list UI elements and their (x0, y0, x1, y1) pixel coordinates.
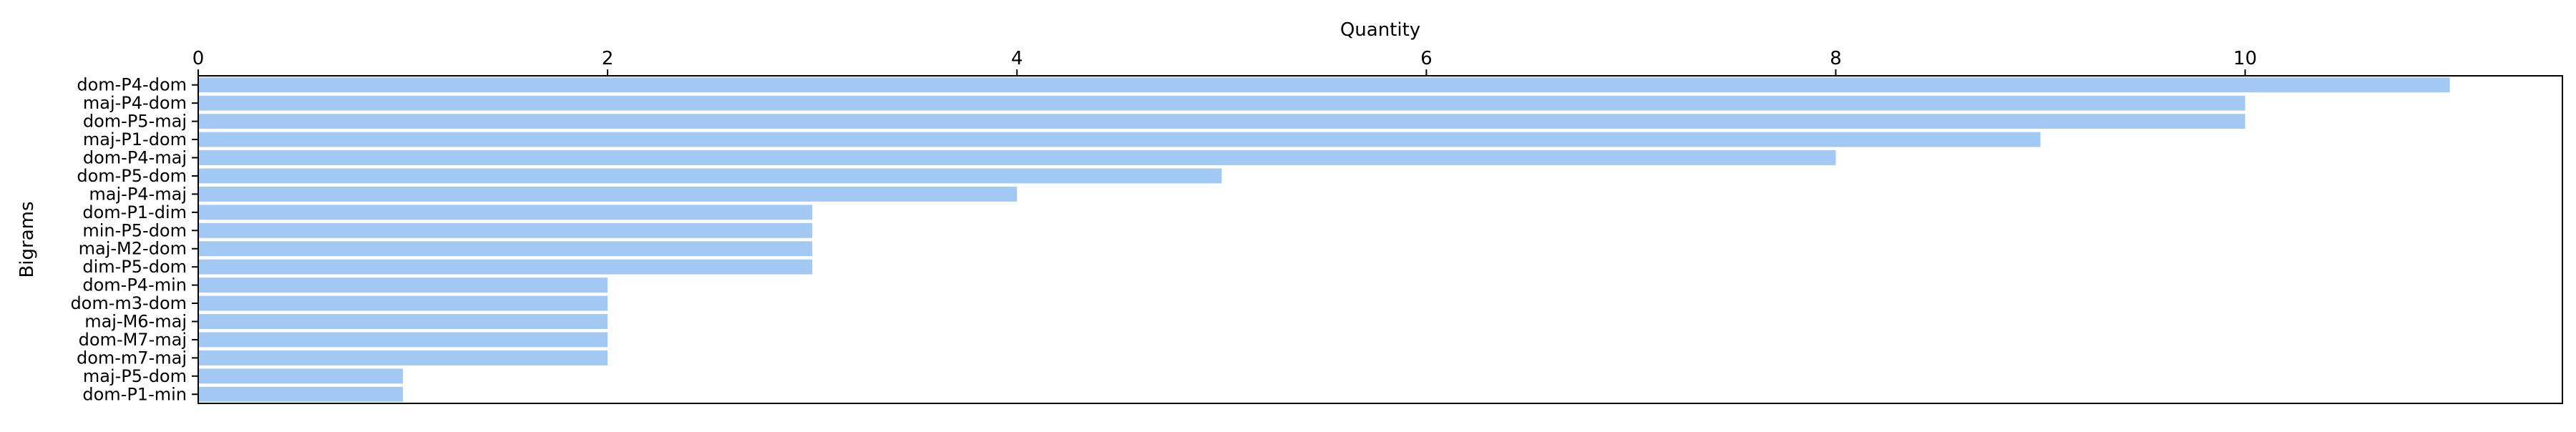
y-tick-label-dom-m7-maj: dom-m7-maj (77, 348, 187, 368)
y-tick-label-maj-M6-maj: maj-M6-maj (84, 312, 187, 332)
bar-dim-P5-dom (198, 259, 813, 275)
y-tick-label-maj-P4-dom: maj-P4-dom (83, 93, 187, 113)
bar-maj-P4-dom (198, 95, 2245, 111)
y-tick-label-dom-P1-min: dom-P1-min (82, 384, 187, 404)
y-tick-label-maj-M2-dom: maj-M2-dom (79, 239, 187, 259)
x-axis-label: Quantity (1340, 19, 1420, 41)
bar-dom-P5-maj (198, 114, 2245, 129)
bar-dom-m3-dom (198, 295, 608, 311)
bar-dom-P1-dim (198, 205, 813, 220)
y-axis-label: Bigrams (16, 201, 38, 278)
x-axis-ticks: 0 2 4 6 8 10 (192, 48, 2257, 76)
plot-frame (197, 75, 2563, 404)
y-tick-label-dom-P4-min: dom-P4-min (82, 275, 187, 295)
y-tick-label-dom-m3-dom: dom-m3-dom (70, 293, 187, 313)
bar-min-P5-dom (198, 222, 813, 238)
bar-dom-M7-maj (198, 332, 608, 348)
y-tick-label-dom-P4-maj: dom-P4-maj (83, 148, 187, 168)
y-tick-label-dom-P4-dom: dom-P4-dom (77, 75, 187, 95)
x-tick-label: 6 (1420, 48, 1433, 69)
y-tick-label-dom-M7-maj: dom-M7-maj (79, 330, 187, 350)
y-tick-label-maj-P1-dom: maj-P1-dom (83, 129, 187, 149)
bar-dom-P4-min (198, 278, 608, 293)
y-axis-ticks: dom-P4-dommaj-P4-domdom-P5-majmaj-P1-dom… (70, 75, 198, 404)
bar-dom-P4-dom (198, 77, 2450, 93)
bar-maj-P4-maj (198, 186, 1018, 202)
y-tick-label-dom-P1-dim: dom-P1-dim (82, 202, 187, 222)
bar-maj-P5-dom (198, 368, 404, 384)
bar-maj-M2-dom (198, 241, 813, 257)
bar-dom-P1-min (198, 386, 404, 402)
y-tick-label-dom-P5-dom: dom-P5-dom (77, 166, 187, 186)
y-tick-label-maj-P4-maj: maj-P4-maj (89, 184, 187, 204)
y-tick-label-dom-P5-maj: dom-P5-maj (83, 112, 187, 132)
x-tick-label: 10 (2233, 48, 2257, 69)
x-tick-label: 2 (602, 48, 614, 69)
bar-dom-P5-dom (198, 168, 1222, 184)
y-tick-label-maj-P5-dom: maj-P5-dom (83, 366, 187, 386)
x-tick-label: 4 (1011, 48, 1023, 69)
bars-layer (198, 77, 2450, 402)
bar-dom-P4-maj (198, 150, 1836, 165)
bar-maj-P1-dom (198, 132, 2041, 147)
bar-dom-m7-maj (198, 350, 608, 365)
bar-maj-M6-maj (198, 314, 608, 329)
y-tick-label-min-P5-dom: min-P5-dom (82, 220, 187, 240)
x-tick-label: 0 (192, 48, 205, 69)
y-tick-label-dim-P5-dom: dim-P5-dom (82, 257, 187, 277)
x-tick-label: 8 (1830, 48, 1842, 69)
